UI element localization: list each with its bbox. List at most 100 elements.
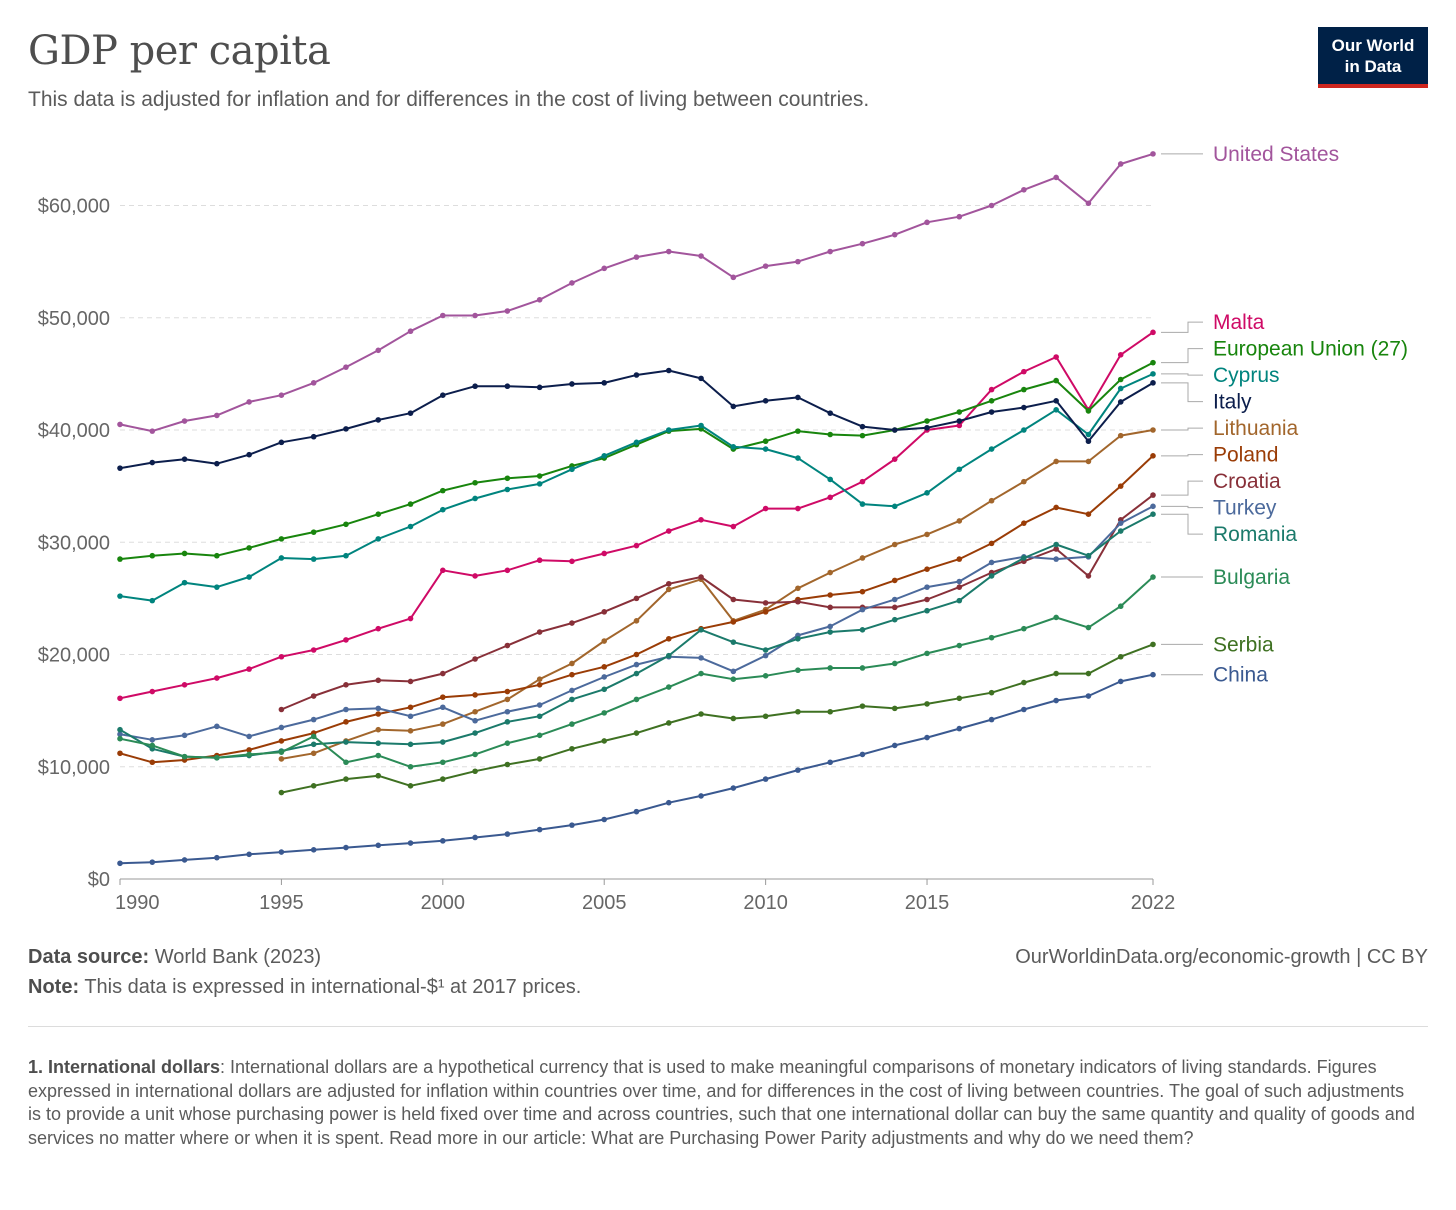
- data-point: [762, 505, 769, 512]
- data-point: [1150, 427, 1156, 433]
- data-point: [472, 692, 478, 698]
- data-point: [988, 716, 995, 723]
- data-point: [988, 446, 995, 452]
- data-point: [1117, 653, 1124, 660]
- footnote-text: : International dollars are a hypothetic…: [28, 1057, 1415, 1148]
- data-point: [762, 446, 769, 452]
- data-point: [827, 569, 833, 576]
- data-point: [117, 421, 123, 428]
- series-label: Bulgaria: [1213, 566, 1290, 589]
- data-point: [536, 296, 543, 303]
- y-tick-label: $20,000: [38, 645, 110, 667]
- data-point: [504, 383, 511, 390]
- data-point: [665, 586, 672, 593]
- label-connector: [1161, 513, 1203, 535]
- owid-logo[interactable]: Our World in Data: [1318, 27, 1428, 88]
- data-point: [891, 427, 898, 433]
- data-point: [1053, 398, 1059, 404]
- data-point: [956, 422, 963, 429]
- data-point: [698, 711, 704, 717]
- data-point: [375, 625, 382, 632]
- data-point: [278, 789, 285, 796]
- source-text[interactable]: World Bank (2023): [154, 946, 322, 968]
- data-point: [343, 739, 349, 745]
- data-point: [762, 438, 769, 445]
- label-connector: [1161, 480, 1203, 496]
- data-point: [310, 750, 317, 757]
- series-label: Cyprus: [1213, 364, 1280, 387]
- data-point: [375, 726, 382, 733]
- data-point: [924, 584, 930, 590]
- data-point: [246, 666, 252, 672]
- series-label: Malta: [1213, 311, 1265, 334]
- series-line: [281, 643, 1154, 794]
- data-point: [278, 738, 285, 744]
- data-point: [827, 592, 833, 598]
- y-tick-label: $10,000: [38, 757, 110, 779]
- data-point: [375, 752, 382, 759]
- x-tick-label: 2000: [421, 892, 466, 914]
- data-point: [375, 842, 382, 849]
- data-point: [924, 701, 930, 707]
- data-point: [924, 418, 930, 424]
- data-point: [795, 258, 801, 265]
- data-point: [698, 253, 704, 259]
- data-point: [504, 719, 511, 725]
- data-point: [1117, 161, 1124, 167]
- data-point: [1053, 406, 1059, 413]
- data-point: [407, 763, 414, 770]
- data-point: [343, 426, 349, 432]
- data-point: [601, 550, 608, 557]
- data-point: [149, 759, 156, 766]
- data-point: [504, 308, 511, 314]
- data-point: [472, 751, 478, 758]
- chart-subtitle: This data is adjusted for inflation and …: [28, 88, 870, 111]
- data-point: [633, 808, 640, 815]
- data-point: [601, 674, 608, 680]
- data-point: [1150, 492, 1156, 498]
- data-point: [924, 490, 930, 496]
- y-tick-label: $30,000: [38, 532, 110, 554]
- data-point: [891, 456, 898, 462]
- data-point: [956, 518, 963, 524]
- note-label: Note:: [28, 976, 80, 998]
- data-point: [633, 696, 640, 703]
- logo-line-1: Our World: [1331, 36, 1415, 55]
- data-point: [569, 660, 575, 667]
- data-point: [310, 733, 317, 740]
- data-point: [859, 423, 866, 430]
- data-point: [536, 629, 543, 635]
- series-label: Romania: [1213, 523, 1297, 546]
- data-point: [665, 528, 672, 534]
- data-point: [1021, 186, 1027, 193]
- data-point: [795, 585, 801, 592]
- data-point: [310, 433, 317, 440]
- data-point: [440, 487, 446, 494]
- data-point: [698, 670, 704, 677]
- data-point: [569, 558, 575, 565]
- data-point: [343, 844, 349, 851]
- data-point: [665, 427, 672, 433]
- y-tick-label: $60,000: [38, 196, 110, 218]
- data-point: [117, 726, 123, 733]
- x-tick-label: 2022: [1131, 892, 1176, 914]
- data-point: [665, 720, 672, 726]
- gridlines: [120, 205, 1153, 768]
- data-point: [1150, 453, 1156, 459]
- data-point: [891, 577, 898, 584]
- data-point: [1117, 376, 1124, 383]
- data-point: [1085, 458, 1092, 465]
- data-point: [665, 652, 672, 659]
- data-point: [665, 799, 672, 806]
- data-point: [1150, 574, 1156, 580]
- data-point: [924, 607, 930, 614]
- data-point: [924, 531, 930, 538]
- data-point: [730, 639, 737, 645]
- data-point: [698, 375, 704, 382]
- data-point: [310, 647, 317, 653]
- data-point: [472, 495, 478, 502]
- data-point: [633, 730, 640, 736]
- data-point: [956, 418, 963, 424]
- footer-link[interactable]: OurWorldinData.org/economic-growth | CC …: [1015, 946, 1428, 968]
- series-line: [119, 331, 1154, 700]
